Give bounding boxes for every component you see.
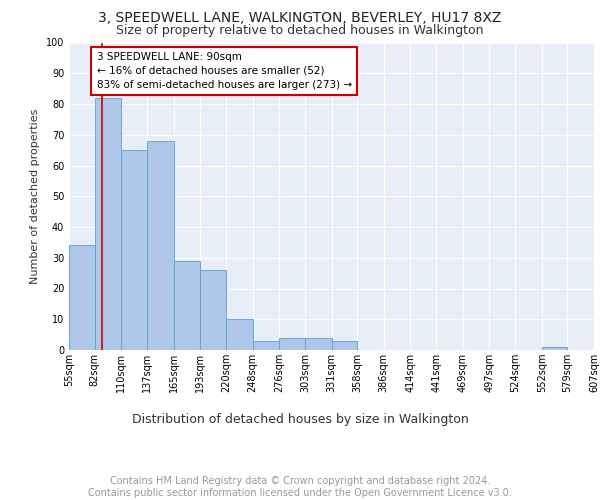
Bar xyxy=(95,98,121,350)
Text: Size of property relative to detached houses in Walkington: Size of property relative to detached ho… xyxy=(116,24,484,37)
Bar xyxy=(173,261,200,350)
Bar xyxy=(305,338,331,350)
Bar xyxy=(69,246,95,350)
Bar xyxy=(331,341,357,350)
Text: Distribution of detached houses by size in Walkington: Distribution of detached houses by size … xyxy=(131,412,469,426)
Text: 3 SPEEDWELL LANE: 90sqm
← 16% of detached houses are smaller (52)
83% of semi-de: 3 SPEEDWELL LANE: 90sqm ← 16% of detache… xyxy=(97,52,352,90)
Y-axis label: Number of detached properties: Number of detached properties xyxy=(30,108,40,284)
Bar xyxy=(121,150,147,350)
Bar xyxy=(147,141,173,350)
Bar xyxy=(253,341,279,350)
Bar xyxy=(279,338,305,350)
Bar xyxy=(226,320,253,350)
Text: Contains HM Land Registry data © Crown copyright and database right 2024.
Contai: Contains HM Land Registry data © Crown c… xyxy=(88,476,512,498)
Bar xyxy=(542,347,568,350)
Text: 3, SPEEDWELL LANE, WALKINGTON, BEVERLEY, HU17 8XZ: 3, SPEEDWELL LANE, WALKINGTON, BEVERLEY,… xyxy=(98,11,502,25)
Bar xyxy=(200,270,226,350)
